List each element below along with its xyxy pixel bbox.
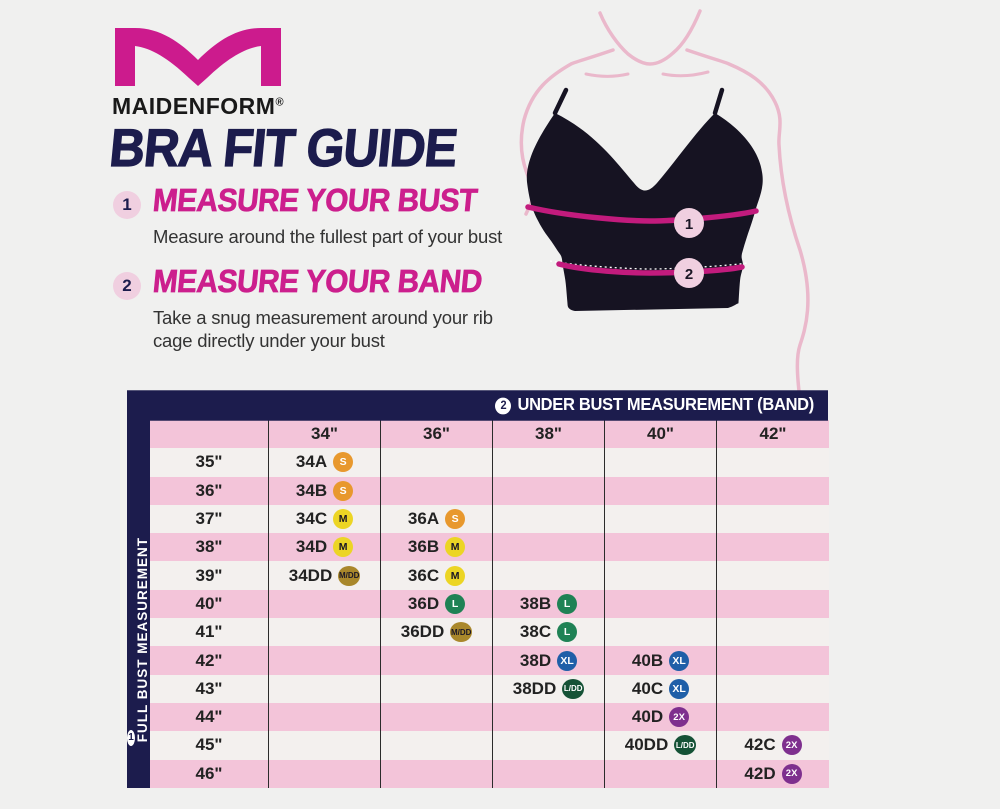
svg-text:1: 1 bbox=[685, 216, 693, 233]
svg-text:2: 2 bbox=[685, 266, 693, 283]
